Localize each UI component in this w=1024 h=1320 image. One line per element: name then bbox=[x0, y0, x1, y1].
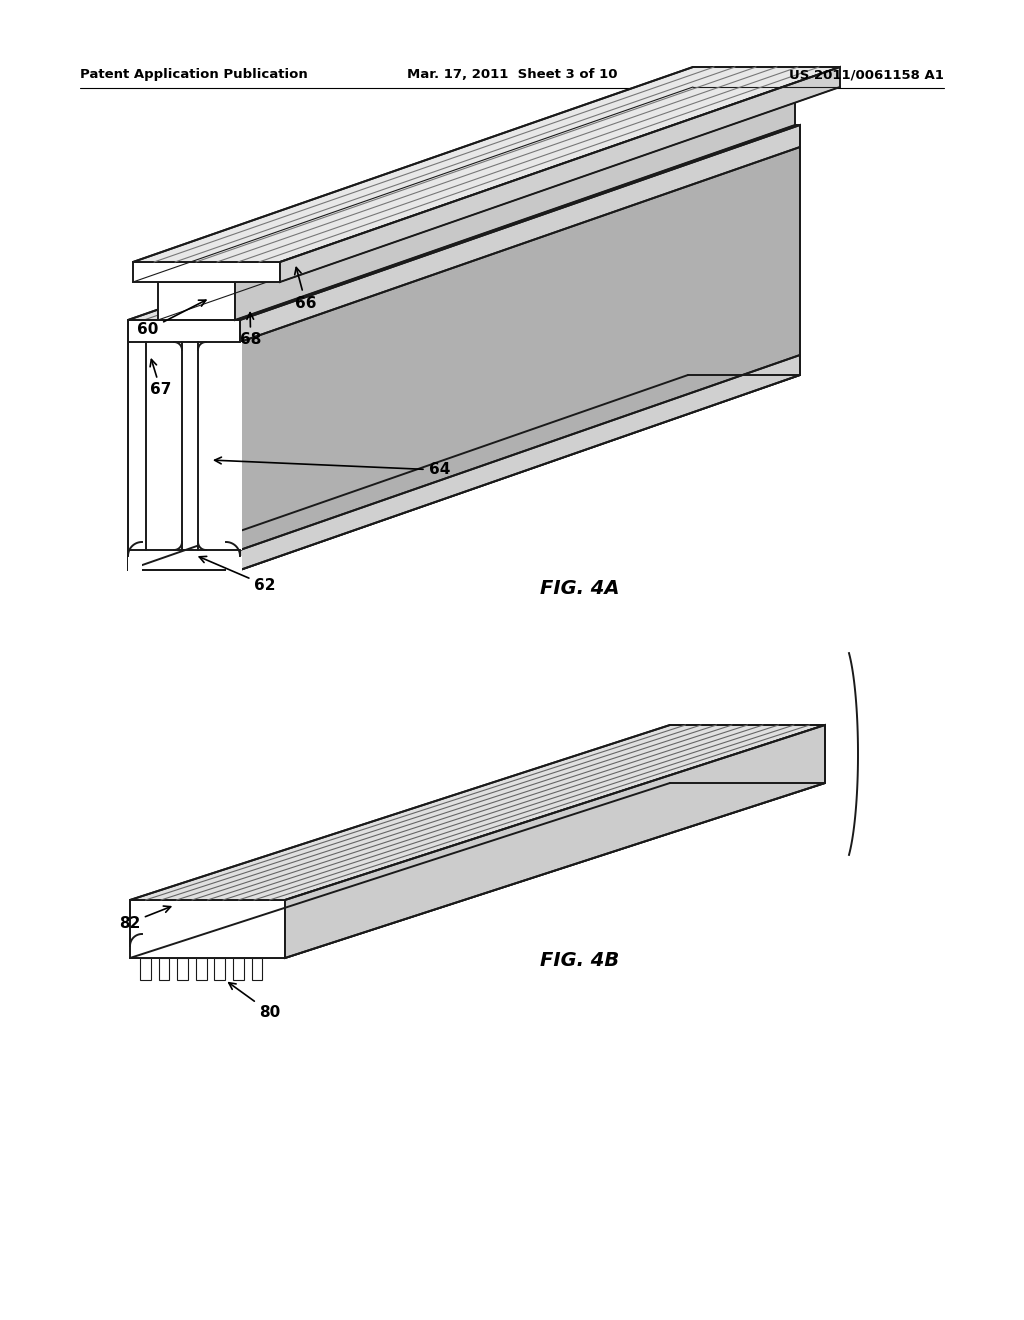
Polygon shape bbox=[198, 342, 242, 550]
Polygon shape bbox=[226, 556, 242, 572]
Polygon shape bbox=[240, 125, 800, 570]
Polygon shape bbox=[285, 725, 825, 958]
Text: 82: 82 bbox=[119, 906, 171, 931]
Text: FIG. 4A: FIG. 4A bbox=[541, 578, 620, 598]
Polygon shape bbox=[234, 87, 795, 319]
Polygon shape bbox=[133, 67, 840, 261]
Polygon shape bbox=[158, 282, 234, 319]
Text: 64: 64 bbox=[215, 457, 450, 478]
Polygon shape bbox=[130, 725, 825, 900]
Text: FIG. 4B: FIG. 4B bbox=[541, 950, 620, 969]
Polygon shape bbox=[233, 958, 244, 979]
Text: 80: 80 bbox=[228, 982, 281, 1020]
Polygon shape bbox=[128, 319, 240, 570]
Polygon shape bbox=[214, 958, 225, 979]
Polygon shape bbox=[128, 375, 800, 570]
Polygon shape bbox=[133, 261, 280, 282]
Polygon shape bbox=[240, 147, 800, 550]
Polygon shape bbox=[252, 958, 262, 979]
Polygon shape bbox=[146, 342, 182, 550]
Polygon shape bbox=[158, 87, 795, 282]
Text: 60: 60 bbox=[137, 300, 206, 338]
Text: 66: 66 bbox=[295, 268, 316, 310]
Text: 68: 68 bbox=[240, 313, 261, 347]
Polygon shape bbox=[159, 958, 169, 979]
Polygon shape bbox=[128, 556, 142, 572]
Text: Mar. 17, 2011  Sheet 3 of 10: Mar. 17, 2011 Sheet 3 of 10 bbox=[407, 69, 617, 81]
Polygon shape bbox=[196, 958, 207, 979]
Text: 62: 62 bbox=[200, 557, 275, 593]
Polygon shape bbox=[140, 958, 151, 979]
Polygon shape bbox=[128, 125, 800, 319]
Polygon shape bbox=[130, 900, 285, 958]
Text: Patent Application Publication: Patent Application Publication bbox=[80, 69, 308, 81]
Polygon shape bbox=[130, 783, 825, 958]
Polygon shape bbox=[177, 958, 188, 979]
Text: 67: 67 bbox=[150, 359, 171, 397]
Polygon shape bbox=[280, 67, 840, 282]
Text: US 2011/0061158 A1: US 2011/0061158 A1 bbox=[790, 69, 944, 81]
